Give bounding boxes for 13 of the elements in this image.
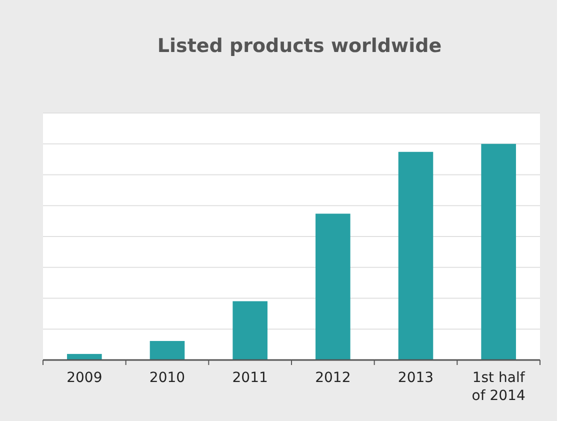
x-tick-label: 2012 (315, 370, 351, 386)
bar (232, 301, 268, 360)
x-tick-label: 2010 (149, 370, 186, 386)
bar (316, 214, 350, 360)
bar (481, 144, 516, 360)
bar (150, 340, 185, 360)
x-tick-label: 2009 (66, 370, 102, 386)
x-tick-label: 2011 (232, 370, 268, 386)
x-tick-label: 2013 (398, 370, 434, 386)
bar (67, 354, 102, 360)
bar (398, 152, 434, 360)
chart-title: Listed products worldwide (157, 35, 442, 57)
x-tick-label: 1st half of 2014 (472, 370, 526, 404)
